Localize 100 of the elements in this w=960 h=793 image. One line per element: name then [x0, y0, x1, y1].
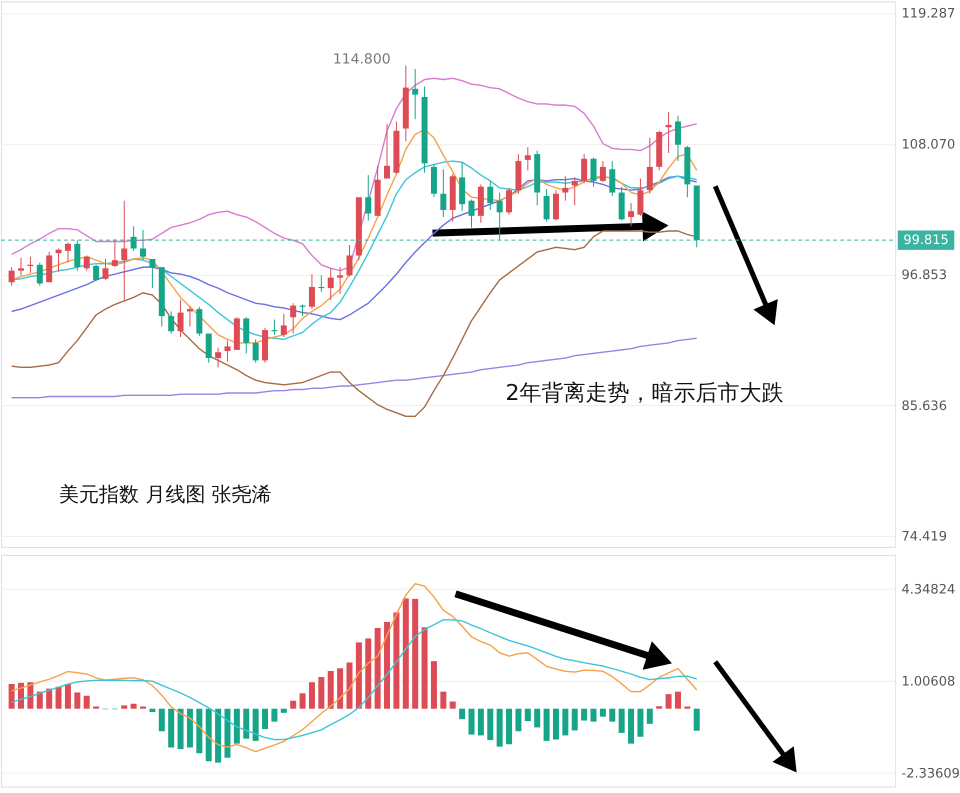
candlestick [8, 266, 15, 286]
bar [430, 661, 437, 709]
bar [572, 708, 578, 730]
bar [206, 708, 212, 762]
bar [337, 668, 344, 709]
candlestick [628, 202, 634, 227]
line-series [10, 583, 698, 752]
candlestick [300, 304, 306, 317]
candlestick [168, 310, 174, 334]
bar [450, 702, 456, 709]
bar [402, 598, 409, 709]
candlestick [224, 340, 230, 362]
candlestick [346, 244, 352, 277]
bar [646, 708, 653, 724]
candlestick [280, 313, 287, 338]
bar [318, 677, 324, 709]
candlestick [562, 176, 568, 202]
bar [130, 704, 137, 709]
y-tick-label: 119.287 [902, 6, 956, 22]
bar [468, 708, 474, 735]
y-tick-label: 108.070 [902, 137, 956, 152]
candlestick [412, 68, 418, 120]
candlestick [506, 187, 512, 216]
bar [666, 694, 672, 709]
bar [365, 638, 372, 709]
bar [121, 705, 128, 709]
bar [36, 692, 43, 709]
candlestick [590, 157, 596, 188]
bar [234, 708, 240, 744]
candlestick [609, 160, 616, 197]
candlestick [140, 229, 146, 261]
y-tick-label: 1.00608 [902, 674, 956, 690]
candlestick [290, 302, 296, 334]
bar [300, 693, 306, 709]
bar [280, 708, 287, 713]
candlestick [121, 200, 128, 300]
bar [8, 684, 15, 709]
bar [178, 708, 184, 750]
bar [224, 708, 230, 758]
candlestick [252, 338, 259, 364]
bar [618, 708, 625, 733]
candlestick [544, 188, 550, 222]
y-tick-label: -2.33609 [902, 766, 960, 782]
candlestick [365, 174, 372, 222]
candlestick [64, 242, 71, 263]
candlestick [496, 192, 503, 241]
candlestick [102, 258, 108, 280]
candlestick [308, 274, 315, 310]
candlestick [215, 347, 222, 368]
bar [590, 708, 596, 722]
y-tick-label: 74.419 [902, 530, 947, 545]
bar [694, 708, 700, 731]
bar [84, 696, 90, 709]
bar [487, 708, 494, 740]
candlestick [36, 262, 43, 286]
candlestick [666, 112, 672, 154]
candlestick [84, 254, 90, 272]
bar [412, 598, 418, 709]
bar [552, 708, 559, 740]
bar [422, 627, 428, 709]
candlestick [328, 268, 334, 300]
annotation: 美元指数 月线图 张尧浠 [58, 482, 272, 506]
bar [496, 708, 503, 747]
bar [356, 642, 362, 709]
ref-line-label: 99.815 [903, 233, 949, 248]
annotation: 2年背离走势，暗示后市大跌 [505, 380, 784, 406]
candlestick [581, 154, 588, 184]
bar [46, 688, 52, 709]
bar [252, 708, 259, 741]
bar [534, 708, 540, 728]
candlestick [572, 176, 578, 206]
bar [656, 706, 662, 709]
y-tick-label: 4.34824 [902, 582, 956, 598]
bar [600, 708, 606, 717]
bar [271, 708, 278, 722]
bar [628, 708, 634, 744]
candlestick [600, 160, 606, 183]
candlestick [56, 248, 62, 272]
candlestick [440, 168, 446, 218]
bar [308, 682, 315, 709]
bar [64, 684, 71, 709]
bar [544, 708, 550, 741]
candlestick [93, 264, 100, 282]
bar [74, 692, 80, 709]
bar [393, 612, 400, 709]
bar [506, 708, 512, 744]
bar [215, 708, 222, 763]
candlestick [130, 226, 137, 252]
bar [158, 708, 165, 732]
bar [478, 708, 484, 736]
annotation: 114.800 [332, 51, 391, 68]
bar [149, 708, 156, 712]
bar [93, 706, 100, 709]
bar [140, 706, 146, 709]
bar [168, 708, 174, 748]
candlestick [468, 199, 474, 228]
bar [684, 706, 690, 709]
bar [346, 662, 352, 709]
candlestick [112, 238, 118, 268]
bar [609, 708, 616, 722]
